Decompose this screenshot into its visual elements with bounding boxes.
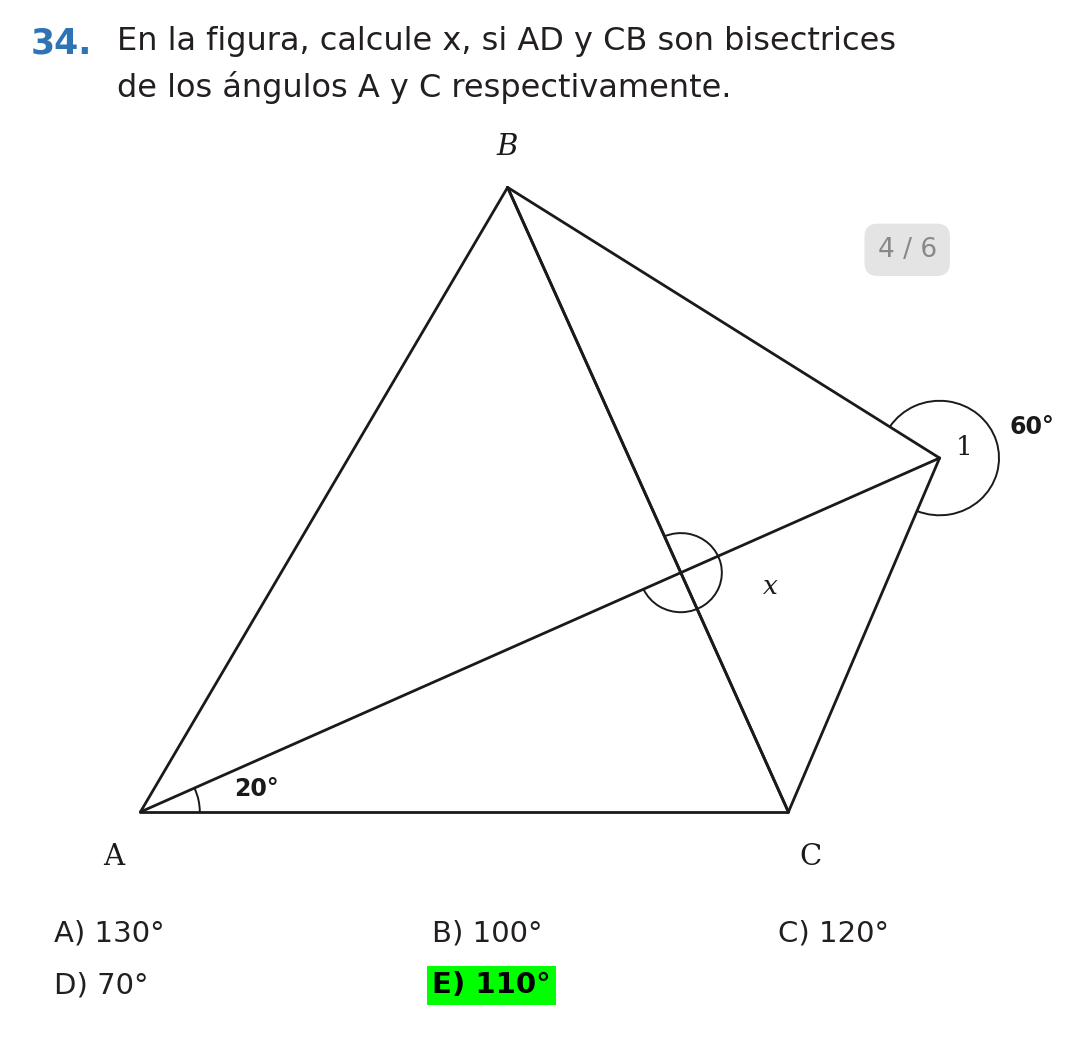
Text: 4 / 6: 4 / 6 [878,237,936,262]
Text: C: C [799,843,822,871]
Text: A) 130°: A) 130° [54,919,164,947]
Text: x: x [762,574,778,599]
Text: 1: 1 [956,435,973,460]
Text: En la figura, calcule x, si AD y CB son bisectrices
de los ángulos A y C respect: En la figura, calcule x, si AD y CB son … [117,26,895,104]
Text: C) 120°: C) 120° [778,919,889,947]
Text: 34.: 34. [30,26,92,60]
Text: 20°: 20° [234,777,279,801]
Text: E) 110°: E) 110° [432,971,551,999]
Text: A: A [103,843,124,871]
Text: B: B [497,133,518,161]
Text: 60°: 60° [1010,415,1054,439]
Text: D) 70°: D) 70° [54,971,149,999]
Text: B) 100°: B) 100° [432,919,542,947]
